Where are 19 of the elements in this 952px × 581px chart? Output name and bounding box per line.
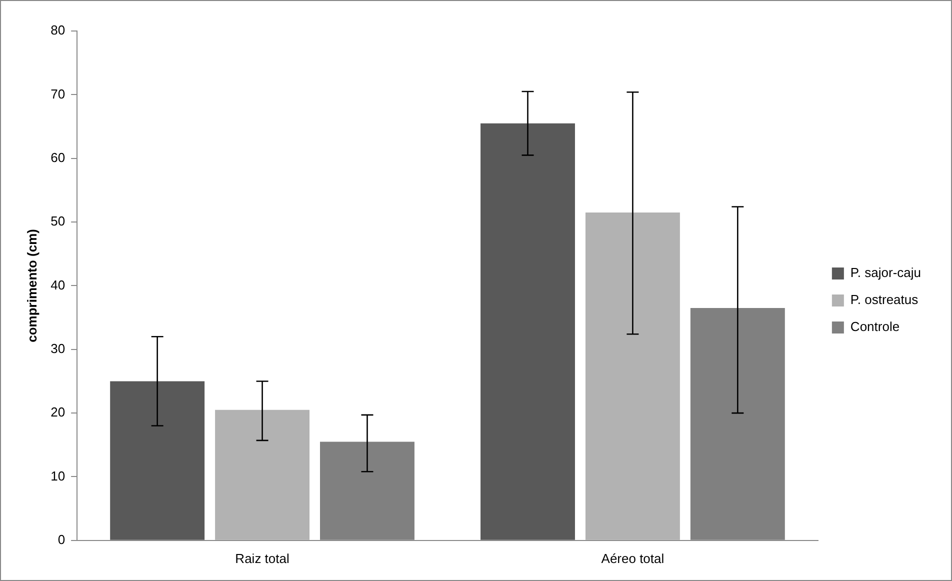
legend-label: P. sajor-caju bbox=[850, 265, 922, 280]
y-tick-label: 60 bbox=[50, 150, 66, 165]
bar bbox=[480, 123, 575, 540]
legend-label: Controle bbox=[850, 319, 900, 334]
y-tick-label: 40 bbox=[50, 277, 66, 292]
y-tick-label: 30 bbox=[50, 340, 66, 356]
y-tick-label: 20 bbox=[50, 404, 66, 420]
y-tick-label: 10 bbox=[50, 468, 66, 484]
bar bbox=[215, 410, 310, 540]
legend-label: P. ostreatus bbox=[850, 292, 919, 308]
y-axis-title: comprimento (cm) bbox=[24, 228, 40, 342]
bar bbox=[585, 212, 680, 540]
y-tick-label: 80 bbox=[50, 22, 66, 38]
bar bbox=[110, 381, 205, 540]
x-tick-label: Raiz total bbox=[235, 550, 290, 566]
y-tick-label: 50 bbox=[50, 214, 66, 229]
x-tick-label: Aéreo total bbox=[601, 550, 664, 566]
y-tick-label: 0 bbox=[58, 532, 66, 547]
y-tick-label: 70 bbox=[50, 86, 66, 102]
